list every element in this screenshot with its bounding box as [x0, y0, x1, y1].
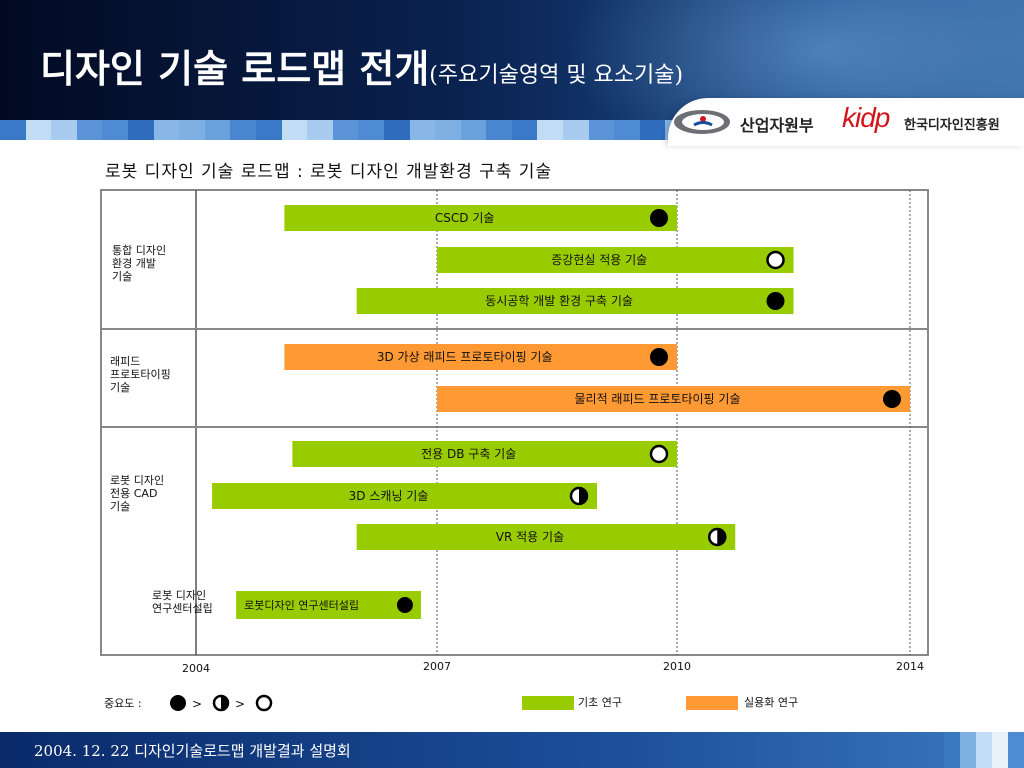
importance-half-icon [212, 694, 230, 712]
importance-full-icon [170, 695, 186, 711]
task-bar-2 [437, 247, 794, 273]
task-bar-7 [212, 483, 598, 509]
task-bar-8 [356, 524, 736, 550]
task-bar-9 [236, 591, 421, 619]
importance-empty-icon [255, 694, 273, 712]
slide-footer: 2004. 12. 22 디자인기술로드맵 개발결과 설명회 [0, 732, 1024, 768]
task-label-4: 3D 가상 래피드 프로토타이핑 기술 [377, 350, 553, 364]
category-label-3: 로봇 디자인 전용 CAD 기술 [110, 474, 164, 513]
importance-separator-1: > [192, 697, 202, 711]
legend-label-practical: 실용화 연구 [744, 696, 798, 709]
task-bar-5 [437, 386, 910, 412]
slide-title: 디자인 기술 로드맵 전개(주요기술영역 및 요소기술) [40, 38, 683, 93]
slide-header: 디자인 기술 로드맵 전개(주요기술영역 및 요소기술) [0, 0, 1024, 120]
task-bar-4 [284, 344, 677, 370]
importance-full-icon [883, 390, 901, 408]
kidp-logo-text: kidp [842, 102, 890, 133]
task-label-3: 동시공학 개발 환경 구축 기술 [485, 294, 633, 308]
ministry-logo-text: 산업자원부 [740, 116, 814, 135]
task-label-6: 전용 DB 구축 기술 [421, 447, 516, 461]
task-bar-1 [284, 205, 677, 231]
importance-full-icon [650, 348, 668, 366]
importance-empty-icon [649, 444, 669, 464]
ministry-logo-icon [674, 110, 730, 134]
importance-full-icon [650, 209, 668, 227]
tick-label-2014: 2014 [896, 660, 924, 673]
legend-label-basic: 기초 연구 [578, 696, 622, 709]
slide-title-sub: (주요기술영역 및 요소기술) [429, 63, 684, 88]
task-label-8: VR 적용 기술 [496, 530, 564, 544]
importance-half-icon [569, 486, 589, 506]
importance-empty-icon [766, 250, 785, 270]
chart-title: 로봇 디자인 기술 로드맵 : 로봇 디자인 개발환경 구축 기술 [105, 162, 553, 182]
task-label-5: 물리적 래피드 프로토타이핑 기술 [574, 392, 740, 406]
importance-half-icon [708, 527, 727, 547]
tick-label-2007: 2007 [423, 660, 451, 673]
importance-separator-2: > [235, 697, 245, 711]
importance-legend-label: 중요도 : [104, 697, 142, 710]
footer-stripes [944, 732, 1024, 768]
slide-title-main: 디자인 기술 로드맵 전개 [40, 46, 430, 91]
footer-text: 2004. 12. 22 디자인기술로드맵 개발결과 설명회 [34, 742, 351, 760]
task-label-2: 증강현실 적용 기술 [551, 253, 647, 267]
tick-label-2010: 2010 [663, 660, 691, 673]
legend-swatch-basic [522, 696, 574, 710]
tick-label-2004: 2004 [182, 662, 210, 675]
category-label-4: 로봇 디자인 연구센터설립 [152, 589, 213, 615]
task-label-9: 로봇디자인 연구센터설립 [244, 599, 359, 612]
task-label-7: 3D 스캐닝 기술 [349, 489, 429, 503]
task-bar-6 [292, 441, 677, 467]
importance-full-icon [396, 597, 413, 613]
legend-swatch-practical [686, 696, 738, 710]
category-label-1: 통합 디자인 환경 개발 기술 [112, 244, 166, 283]
chart-frame [100, 189, 929, 656]
importance-full-icon [766, 292, 785, 310]
kidp-name-text: 한국디자인진흥원 [904, 118, 1000, 133]
category-label-2: 래피드 프로토타이핑 기술 [110, 355, 171, 394]
task-bar-3 [356, 288, 794, 314]
task-label-1: CSCD 기술 [435, 211, 495, 225]
